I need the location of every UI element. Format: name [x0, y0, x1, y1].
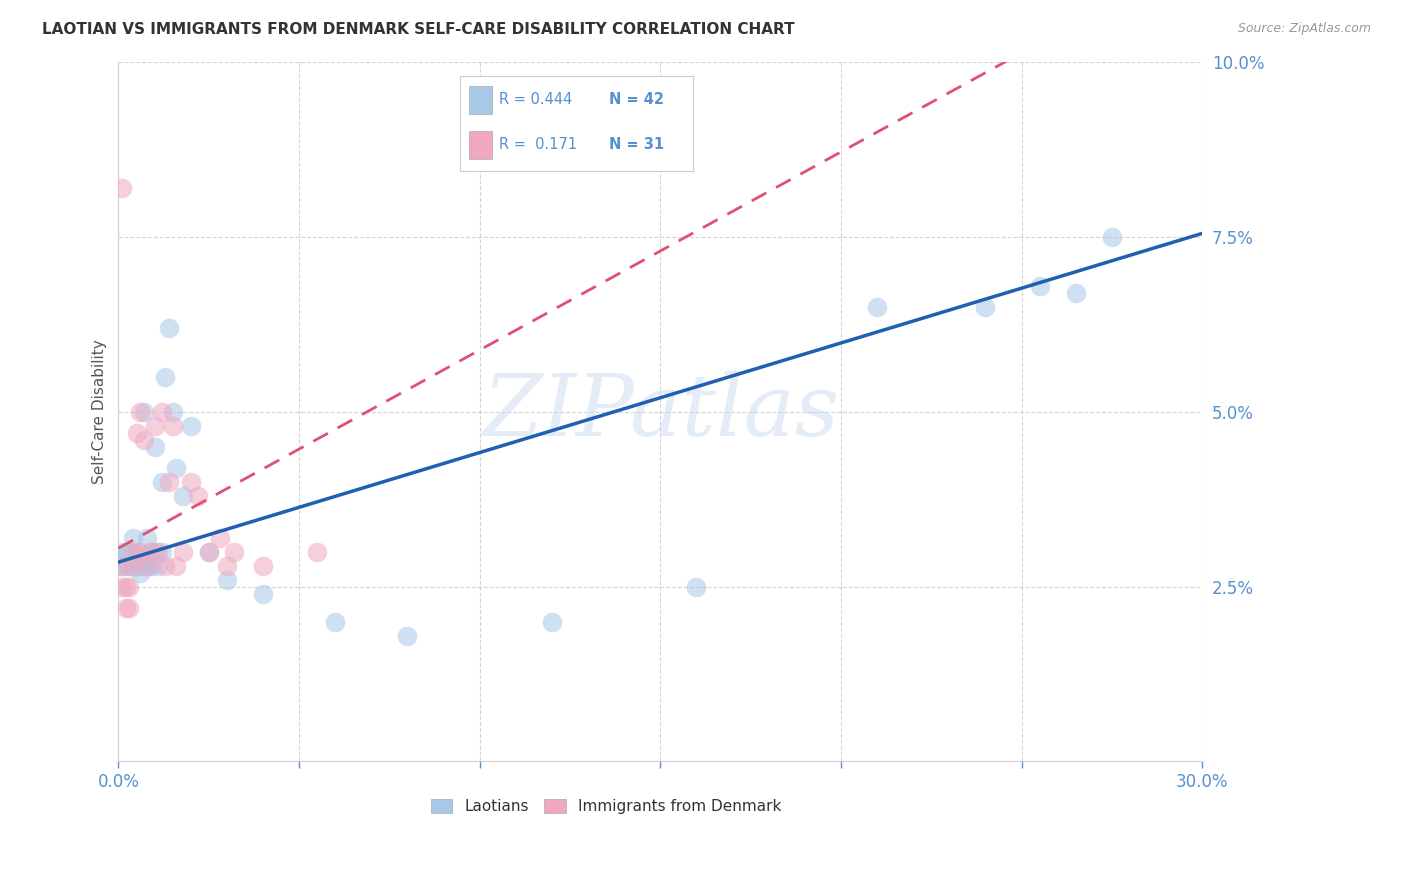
Point: [1028, 279, 1050, 293]
Point: [129, 551, 152, 566]
Point: [139, 544, 162, 558]
Point: [143, 544, 166, 558]
Point: [136, 558, 159, 573]
Point: [215, 558, 238, 573]
Point: [143, 440, 166, 454]
Point: [685, 580, 707, 594]
Point: [172, 489, 194, 503]
Point: [129, 405, 152, 419]
Point: [187, 489, 209, 503]
Point: [139, 544, 162, 558]
Point: [118, 600, 141, 615]
Point: [129, 566, 152, 580]
Point: [122, 531, 145, 545]
Point: [111, 544, 134, 558]
Point: [139, 558, 162, 573]
Point: [118, 580, 141, 594]
Point: [114, 580, 136, 594]
Point: [111, 580, 134, 594]
Point: [222, 544, 245, 558]
Point: [162, 405, 184, 419]
Point: [162, 418, 184, 433]
Point: [165, 558, 187, 573]
Point: [114, 600, 136, 615]
Point: [155, 369, 177, 384]
Point: [122, 544, 145, 558]
Text: LAOTIAN VS IMMIGRANTS FROM DENMARK SELF-CARE DISABILITY CORRELATION CHART: LAOTIAN VS IMMIGRANTS FROM DENMARK SELF-…: [42, 22, 794, 37]
Point: [180, 418, 202, 433]
Point: [866, 300, 889, 314]
Point: [111, 181, 134, 195]
Legend: Laotians, Immigrants from Denmark: Laotians, Immigrants from Denmark: [425, 792, 787, 821]
Point: [974, 300, 997, 314]
Point: [114, 558, 136, 573]
Point: [150, 544, 173, 558]
Point: [150, 475, 173, 489]
Point: [1064, 285, 1087, 300]
Point: [197, 544, 219, 558]
Point: [136, 531, 159, 545]
Point: [122, 558, 145, 573]
Point: [323, 615, 346, 629]
Text: ZIPatlas: ZIPatlas: [482, 370, 839, 453]
Point: [396, 628, 419, 642]
Point: [125, 425, 148, 440]
Point: [122, 558, 145, 573]
Point: [197, 544, 219, 558]
Point: [132, 405, 155, 419]
Point: [111, 558, 134, 573]
Point: [148, 558, 170, 573]
Point: [132, 433, 155, 447]
Point: [136, 558, 159, 573]
Point: [541, 615, 564, 629]
Point: [157, 475, 180, 489]
Point: [252, 558, 274, 573]
Point: [148, 544, 170, 558]
Point: [118, 558, 141, 573]
Point: [1101, 230, 1123, 244]
Point: [132, 558, 155, 573]
Point: [215, 573, 238, 587]
Point: [125, 558, 148, 573]
Point: [252, 586, 274, 600]
Point: [155, 558, 177, 573]
Point: [165, 460, 187, 475]
Point: [157, 321, 180, 335]
Point: [208, 531, 231, 545]
Text: Source: ZipAtlas.com: Source: ZipAtlas.com: [1237, 22, 1371, 36]
Point: [307, 544, 329, 558]
Point: [172, 544, 194, 558]
Y-axis label: Self-Care Disability: Self-Care Disability: [93, 339, 107, 484]
Point: [150, 405, 173, 419]
Point: [129, 544, 152, 558]
Point: [143, 418, 166, 433]
Point: [111, 558, 134, 573]
Point: [125, 558, 148, 573]
Point: [114, 544, 136, 558]
Point: [118, 544, 141, 558]
Point: [180, 475, 202, 489]
Point: [125, 544, 148, 558]
